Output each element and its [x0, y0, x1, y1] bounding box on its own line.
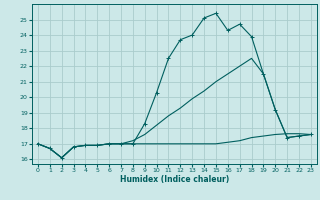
- X-axis label: Humidex (Indice chaleur): Humidex (Indice chaleur): [120, 175, 229, 184]
